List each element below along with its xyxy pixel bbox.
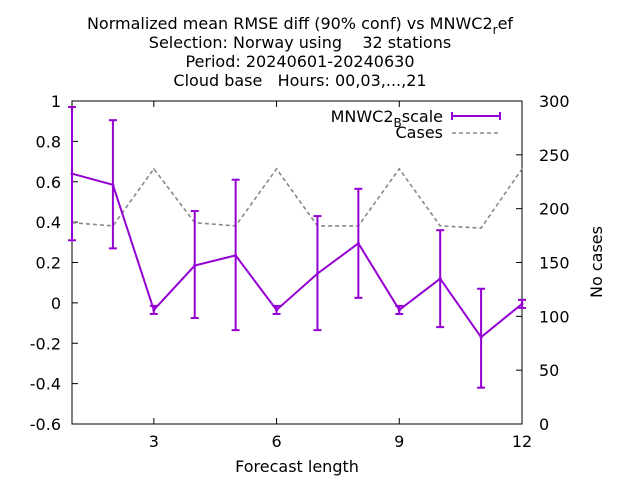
y2-tick-label: 250: [539, 146, 570, 165]
plot-frame: [71, 100, 523, 425]
title-line-1: Normalized mean RMSE diff (90% conf) vs …: [87, 14, 513, 37]
mnwc2-point: [152, 308, 156, 312]
title-line-4: Cloud base Hours: 00,03,...,21: [173, 71, 426, 90]
mnwc2-point: [520, 302, 524, 306]
cases-line: [71, 167, 523, 229]
mnwc2-point: [275, 308, 279, 312]
title-line-2: Selection: Norway using 32 stations: [149, 33, 451, 52]
y2-tick-label: 0: [539, 415, 549, 434]
cases-point: [480, 227, 482, 229]
mnwc2-point: [438, 277, 442, 281]
cases-point: [521, 168, 523, 170]
mnwc2-point: [111, 183, 115, 187]
cases-point: [275, 168, 278, 170]
title-line-3: Period: 20240601-20240630: [185, 52, 414, 71]
mnwc2-line: [71, 172, 523, 339]
cases-point: [439, 225, 441, 227]
axes: -0.6 -0.4 -0.2 0 0.2 0.4 0.6 0.8 1 0 50 100 150 200 25…: [30, 92, 570, 451]
y2-tick-label: 50: [539, 361, 559, 380]
y-tick-label: 1: [51, 92, 61, 111]
y-tick-label: 0.2: [36, 254, 61, 273]
y-tick-label: 0.6: [36, 173, 61, 192]
y2-tick-label: 300: [539, 92, 570, 111]
y-tick-label: -0.4: [30, 375, 61, 394]
y2-tick-label: 150: [539, 254, 570, 273]
mnwc2-point: [315, 272, 319, 276]
legend: MNWC2Bscale Cases: [331, 107, 501, 142]
y-tick-label: -0.2: [30, 334, 61, 353]
x-tick-label: 9: [394, 432, 404, 451]
legend-label-mnwc2: MNWC2Bscale: [331, 107, 443, 130]
legend-label-cases: Cases: [396, 123, 444, 142]
x-tick-label: 3: [149, 432, 159, 451]
y2-axis-label: No cases: [587, 226, 606, 298]
y2-tick-label: 200: [539, 200, 570, 219]
x-tick-label: 12: [512, 432, 532, 451]
x-tick-label: 6: [271, 432, 281, 451]
mnwc2-point: [70, 172, 74, 176]
series-mnwc2-bscale: [68, 106, 526, 389]
mnwc2-point: [397, 308, 401, 312]
y-tick-label: -0.6: [30, 415, 61, 434]
y-tick-label: 0.4: [36, 213, 61, 232]
series-cases: [71, 167, 523, 229]
cases-point: [153, 168, 155, 170]
y-tick-label: 0: [51, 294, 61, 313]
y-tick-label: 0.8: [36, 132, 61, 151]
x-axis-label: Forecast length: [235, 457, 359, 476]
mnwc2-point: [234, 253, 238, 257]
chart-title: Normalized mean RMSE diff (90% conf) vs …: [87, 14, 513, 90]
mnwc2-point: [193, 264, 197, 268]
y2-tick-label: 100: [539, 307, 570, 326]
cases-point: [398, 168, 401, 170]
mnwc2-point: [479, 335, 483, 339]
mnwc2-point: [356, 241, 360, 245]
